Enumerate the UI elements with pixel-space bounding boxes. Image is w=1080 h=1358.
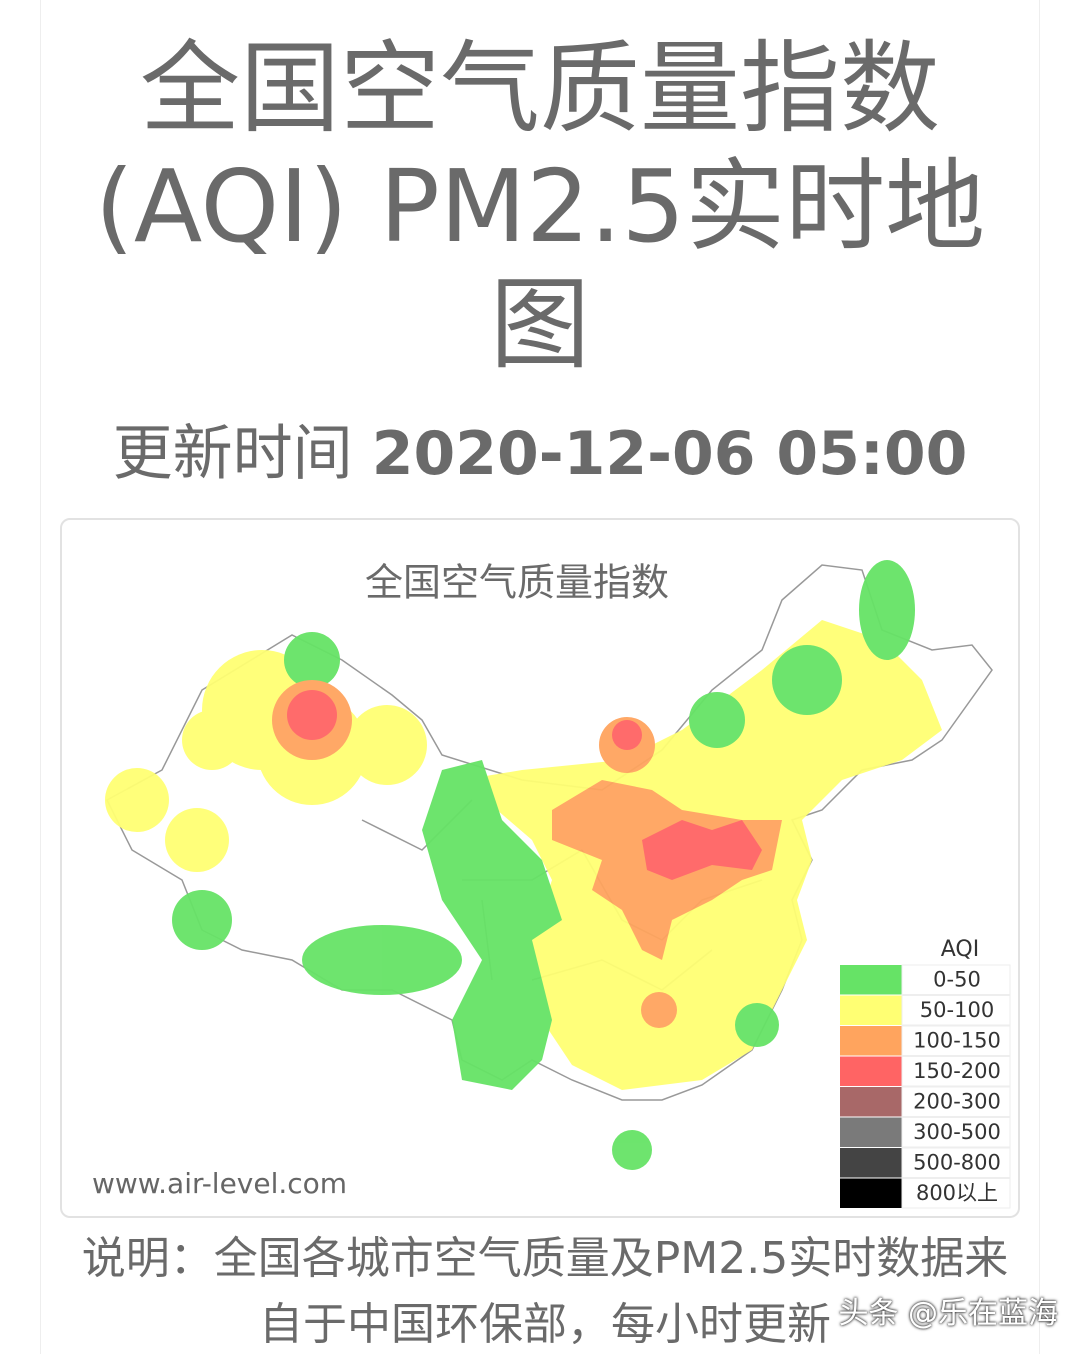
- legend: AQI 0-50 50-100 100-150 150-200 200-300 300-5…: [840, 937, 1011, 1209]
- green-area: [422, 760, 562, 1090]
- legend-label: 150-200: [913, 1059, 1001, 1083]
- legend-label: 0-50: [933, 967, 981, 991]
- legend-swatch: [840, 1026, 902, 1056]
- legend-swatch: [840, 965, 902, 995]
- red-area: [612, 720, 642, 750]
- orange-area: [641, 992, 677, 1028]
- legend-row: [901, 1147, 1011, 1178]
- page-title: 全国空气质量指数 (AQI) PM2.5实时地图: [94, 30, 986, 383]
- map-aqi-areas: [105, 560, 942, 1170]
- legend-label: 500-800: [913, 1150, 1001, 1174]
- legend-swatch: [840, 1117, 902, 1147]
- green-area: [172, 890, 232, 950]
- description: 说明：全国各城市空气质量及PM2.5实时数据来自于中国环保部，每小时更新: [81, 1233, 1009, 1350]
- green-area: [612, 1130, 652, 1170]
- legend-swatch: [840, 1056, 902, 1086]
- legend-label: 200-300: [913, 1089, 1001, 1113]
- map: 全国空气质量指数 www.air-level.com AQI 0-50 50-10…: [92, 560, 1011, 1209]
- legend-row: [901, 995, 1011, 1026]
- legend-label: 50-100: [920, 998, 994, 1022]
- update-label: 更新时间: [112, 419, 353, 489]
- legend-label: 100-150: [913, 1028, 1001, 1052]
- green-area: [772, 645, 842, 715]
- green-area: [284, 632, 340, 688]
- legend-row: [901, 964, 1011, 995]
- legend-swatch: [840, 1148, 902, 1178]
- legend-row: [901, 1178, 1011, 1209]
- legend-row: [901, 1056, 1011, 1087]
- yellow-area: [347, 705, 427, 785]
- watermark: 头条 @乐在蓝海: [838, 1296, 1058, 1331]
- legend-swatch: [840, 1178, 902, 1208]
- update-time: 2020-12-06 05:00: [371, 419, 968, 489]
- yellow-area: [105, 768, 169, 832]
- red-area: [642, 820, 762, 880]
- legend-swatch: [840, 1087, 902, 1117]
- green-area: [302, 925, 462, 995]
- map-panel: 全国空气质量指数 www.air-level.com AQI 0-50 50-10…: [60, 518, 1020, 1218]
- green-area: [689, 692, 745, 748]
- legend-label: 300-500: [913, 1120, 1001, 1144]
- legend-row: [901, 1086, 1011, 1117]
- green-area: [859, 560, 915, 660]
- page-frame: [40, 0, 1040, 1354]
- map-source: www.air-level.com: [92, 1167, 347, 1200]
- update-line: 更新时间 2020-12-06 05:00: [0, 418, 1080, 490]
- map-title: 全国空气质量指数: [365, 561, 669, 605]
- red-area: [287, 690, 337, 740]
- legend-title: AQI: [941, 937, 979, 962]
- legend-swatch: [840, 995, 902, 1025]
- legend-row: [901, 1025, 1011, 1056]
- yellow-area: [182, 710, 242, 770]
- green-area: [735, 1003, 779, 1047]
- legend-row: [901, 1117, 1011, 1148]
- yellow-area: [165, 808, 229, 872]
- legend-label: 800以上: [916, 1181, 998, 1205]
